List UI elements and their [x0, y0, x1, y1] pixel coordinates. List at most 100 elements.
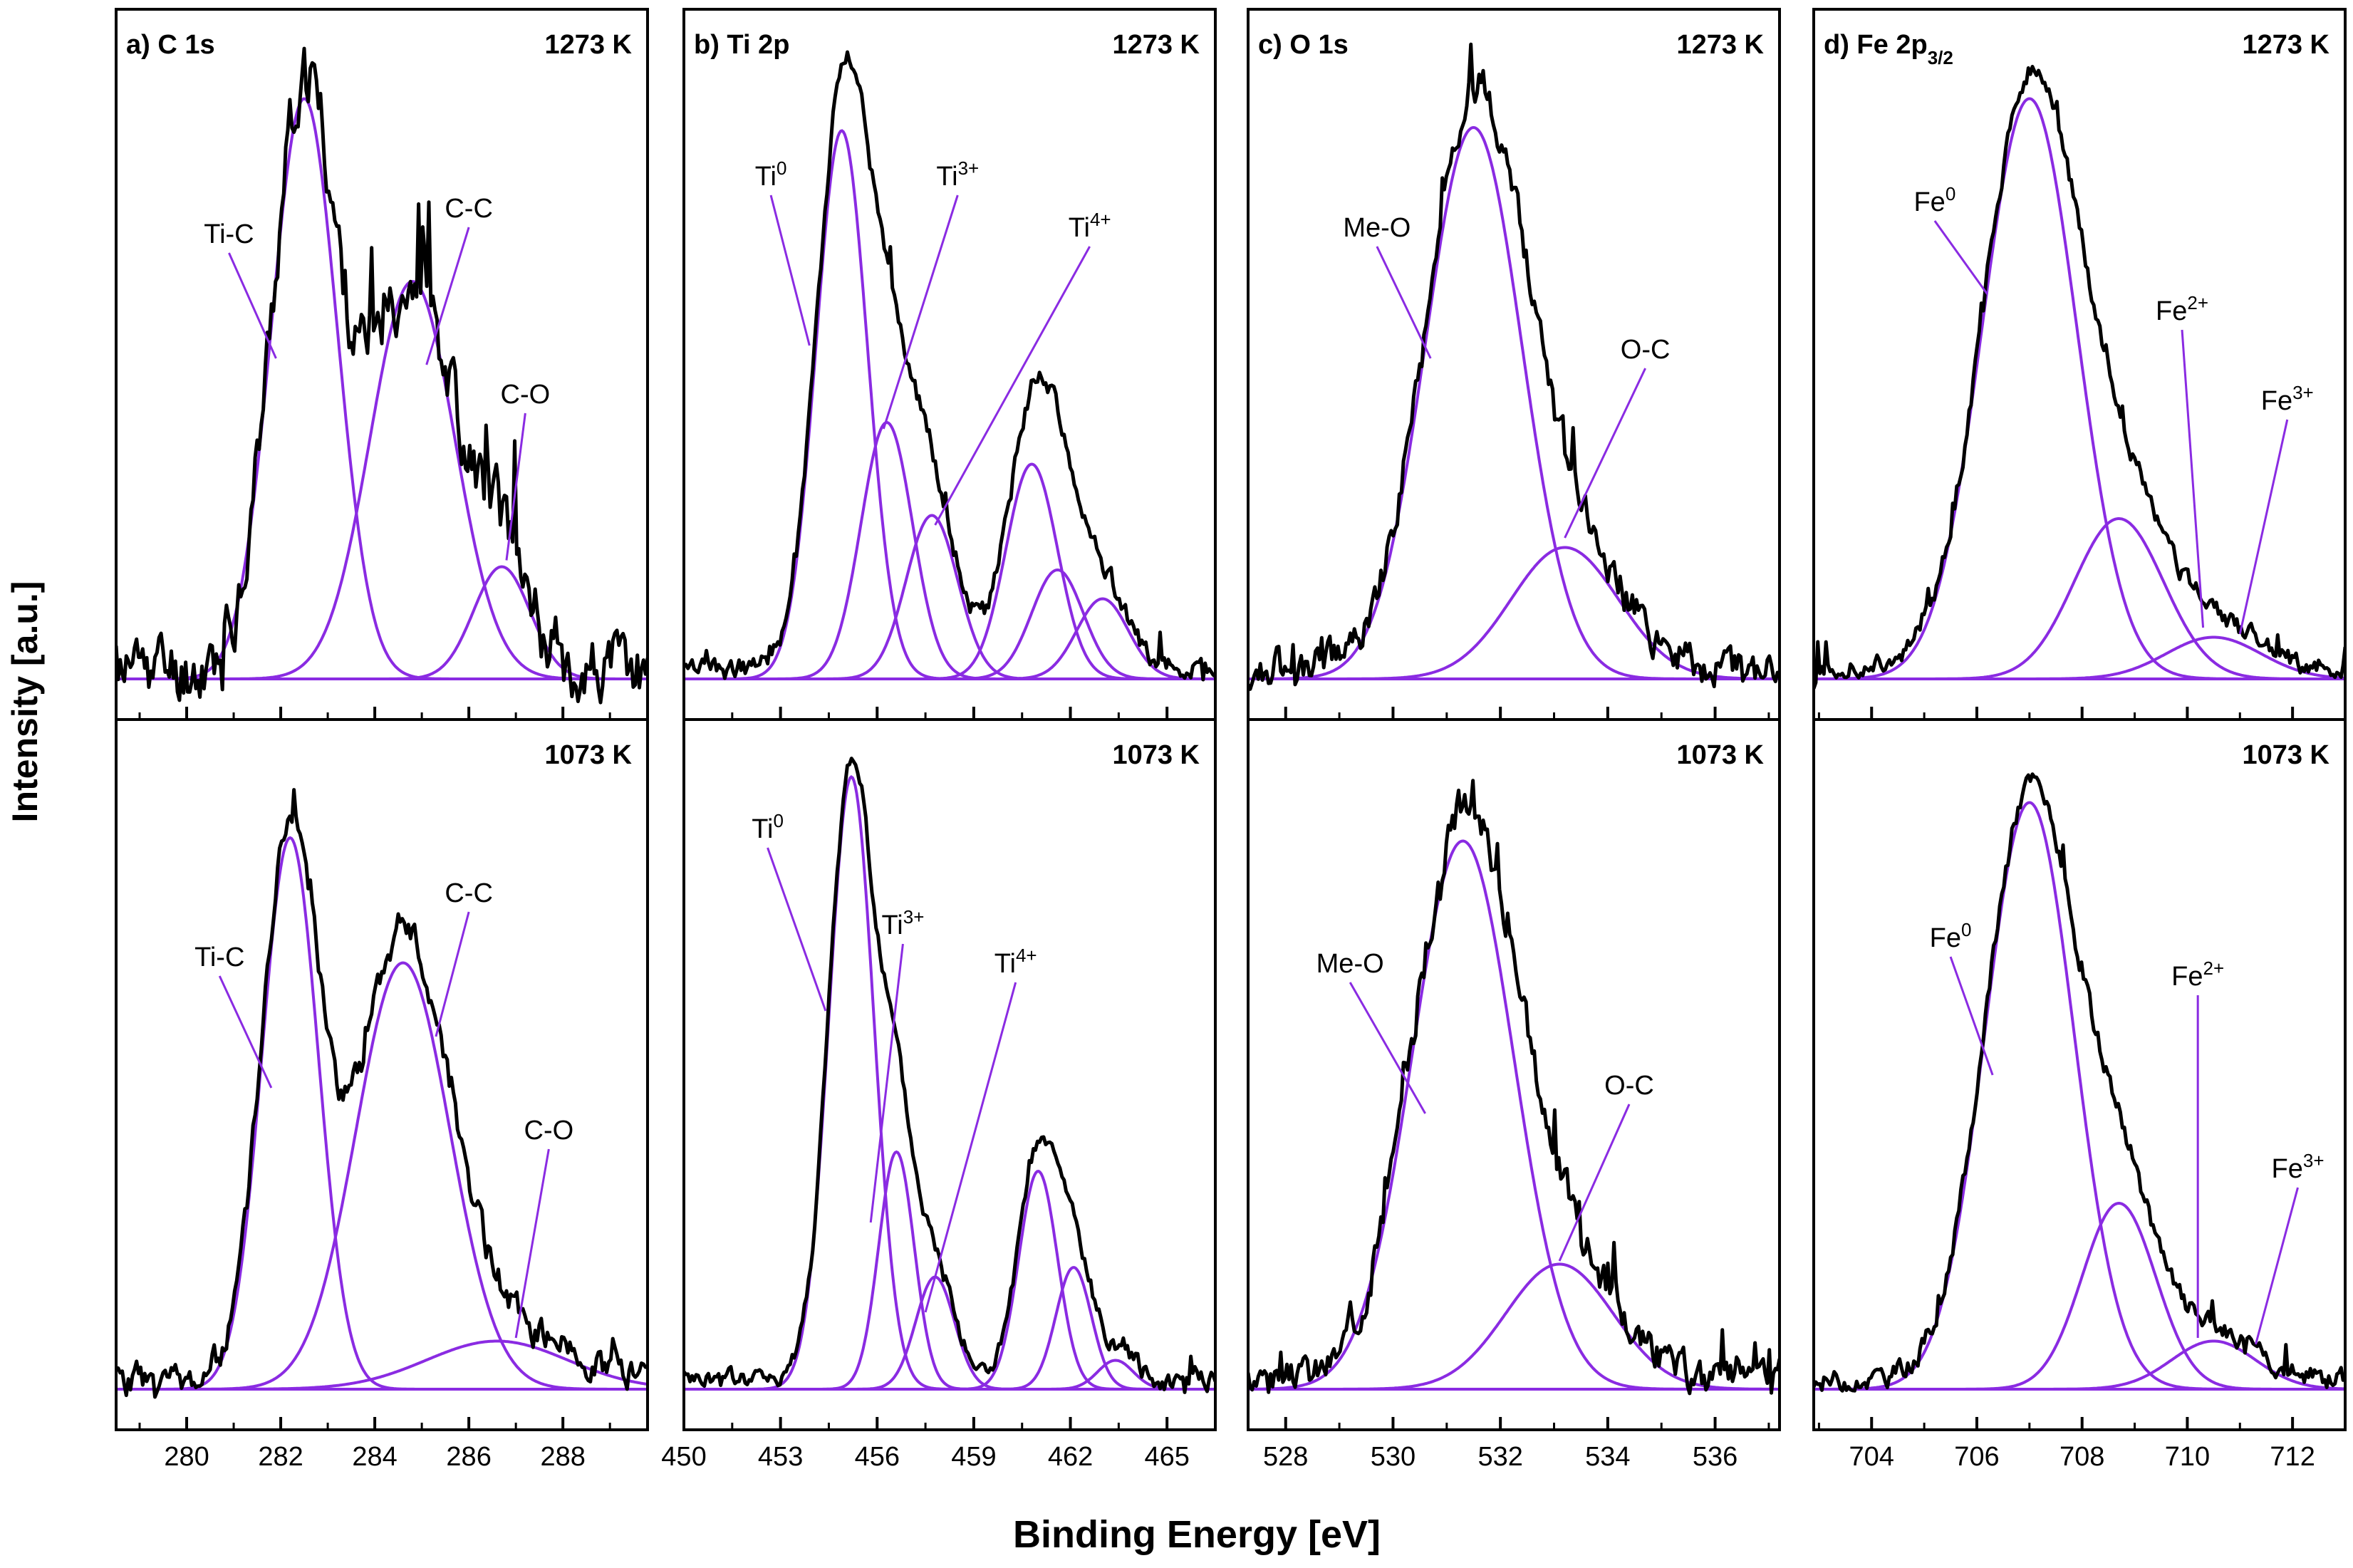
- annotation-leader: [924, 982, 1017, 1313]
- panel-label-subscript: 3/2: [1928, 47, 1953, 68]
- experimental-spectrum: [1248, 779, 1780, 1396]
- plot-area: [1248, 42, 1780, 691]
- annotation-c-c: C-C: [445, 194, 493, 224]
- y-axis-title: Intensity [a.u.]: [5, 581, 45, 823]
- annotation-c-c: C-C: [445, 878, 493, 908]
- annotation-fe2-: Fe2+: [2156, 292, 2208, 326]
- panel-frame: [1812, 718, 2347, 1431]
- annotation-superscript: 0: [776, 157, 786, 179]
- annotation-leader: [228, 252, 277, 359]
- panel-3-row-1: 1273 K c) O 1s Me-O O-C: [1247, 8, 1781, 721]
- annotation-leader: [514, 1148, 550, 1339]
- temperature-label: 1273 K: [1112, 30, 1200, 60]
- annotation-leader: [1949, 956, 1994, 1076]
- annotation-leader: [934, 246, 1091, 526]
- panel-1: 1273 K a) C 1s Ti-C C-C C-O 1073 K Ti-C C-C C-O 2…: [115, 8, 649, 1472]
- x-tick-label: 710: [2165, 1442, 2210, 1472]
- annotation-leader: [1933, 220, 1988, 295]
- temperature-label: 1273 K: [1676, 30, 1764, 60]
- x-tick-label: 704: [1849, 1442, 1894, 1472]
- annotation-superscript: 0: [1961, 919, 1971, 940]
- annotation-o-c: O-C: [1621, 335, 1671, 365]
- x-axis-title: Binding Energy [eV]: [1013, 1513, 1381, 1556]
- annotation-leader: [1558, 1104, 1631, 1262]
- annotation-leader: [218, 975, 273, 1089]
- experimental-spectrum: [684, 757, 1215, 1394]
- annotation-leader: [2238, 419, 2289, 635]
- experimental-spectrum: [684, 50, 1215, 682]
- x-tick-label: 536: [1693, 1442, 1738, 1472]
- plot-area: [684, 50, 1215, 682]
- panels-layer: 1273 K a) C 1s Ti-C C-C C-O 1073 K Ti-C C-C C-O 2…: [115, 8, 2347, 1472]
- temperature-label: 1073 K: [1676, 740, 1764, 770]
- annotation-superscript: 4+: [1090, 209, 1111, 230]
- annotation-leader: [435, 911, 470, 1037]
- annotation-leader: [2181, 329, 2205, 628]
- panel-frame: [682, 718, 1217, 1431]
- annotation-ti3-: Ti3+: [881, 906, 924, 940]
- panel-frame: [1247, 718, 1781, 1431]
- annotation-superscript: 3+: [2292, 382, 2314, 403]
- temperature-label: 1073 K: [544, 740, 632, 770]
- experimental-spectrum: [1814, 65, 2345, 690]
- x-tick-label: 465: [1144, 1442, 1189, 1472]
- annotation-leader: [1349, 982, 1426, 1114]
- plot-area: [116, 788, 648, 1399]
- annotation-superscript: 0: [1946, 183, 1955, 204]
- experimental-spectrum: [1814, 772, 2345, 1393]
- x-tick-label: 450: [661, 1442, 706, 1472]
- panel-frame: [115, 718, 649, 1431]
- x-tick-label: 706: [1954, 1442, 1999, 1472]
- experimental-spectrum: [116, 46, 648, 705]
- temperature-label: 1073 K: [1112, 740, 1200, 770]
- x-tick-label: 282: [258, 1442, 303, 1472]
- x-tick-label: 453: [758, 1442, 803, 1472]
- x-tick-label: 286: [446, 1442, 491, 1472]
- panel-label: c) O 1s: [1258, 30, 1349, 60]
- annotation-superscript: 2+: [2187, 292, 2208, 313]
- plot-area: [684, 757, 1215, 1394]
- annotation-leader: [882, 194, 959, 430]
- annotation-leader: [2254, 1187, 2299, 1345]
- annotation-superscript: 4+: [1016, 945, 1037, 966]
- experimental-spectrum: [1248, 42, 1780, 691]
- annotation-leader: [769, 194, 811, 346]
- annotation-superscript: 3+: [958, 157, 980, 179]
- x-tick-label: 456: [855, 1442, 900, 1472]
- panel-label: b) Ti 2p: [694, 30, 789, 60]
- annotation-me-o: Me-O: [1343, 213, 1411, 243]
- panel-3-row-2: 1073 K Me-O O-C 528 530 532 534 536: [1247, 718, 1781, 1472]
- panel-3: 1273 K c) O 1s Me-O O-C 1073 K Me-O O-C 528 530 5…: [1247, 8, 1781, 1472]
- annotation-leader: [1376, 246, 1432, 359]
- temperature-label: 1273 K: [2242, 30, 2329, 60]
- annotation-leader: [869, 943, 904, 1223]
- annotation-leader: [767, 847, 827, 1012]
- panel-label: a) C 1s: [126, 30, 215, 60]
- x-tick-label: 708: [2059, 1442, 2104, 1472]
- x-tick-label: 462: [1048, 1442, 1093, 1472]
- plot-area: [1814, 65, 2345, 690]
- annotation-me-o: Me-O: [1316, 949, 1384, 979]
- annotation-c-o: C-O: [501, 380, 551, 410]
- x-tick-label: 284: [352, 1442, 397, 1472]
- x-tick-label: 280: [164, 1442, 209, 1472]
- annotation-superscript: 0: [773, 810, 783, 831]
- panel-1-row-2: 1073 K Ti-C C-C C-O 280 282 284 286 288: [115, 718, 649, 1472]
- x-tick-label: 528: [1263, 1442, 1308, 1472]
- x-tick-label: 712: [2270, 1442, 2315, 1472]
- annotation-superscript: 2+: [2203, 957, 2225, 979]
- plot-area: [1248, 779, 1780, 1396]
- plot-area: [116, 46, 648, 705]
- x-tick-label: 459: [951, 1442, 996, 1472]
- annotation-c-o: C-O: [524, 1116, 574, 1146]
- annotation-superscript: 3+: [903, 906, 925, 928]
- x-tick-label: 530: [1371, 1442, 1416, 1472]
- annotation-fe3-: Fe3+: [2272, 1150, 2325, 1184]
- annotation-o-c: O-C: [1604, 1071, 1654, 1101]
- x-tick-label: 288: [540, 1442, 585, 1472]
- annotation-ti-c: Ti-C: [204, 219, 254, 249]
